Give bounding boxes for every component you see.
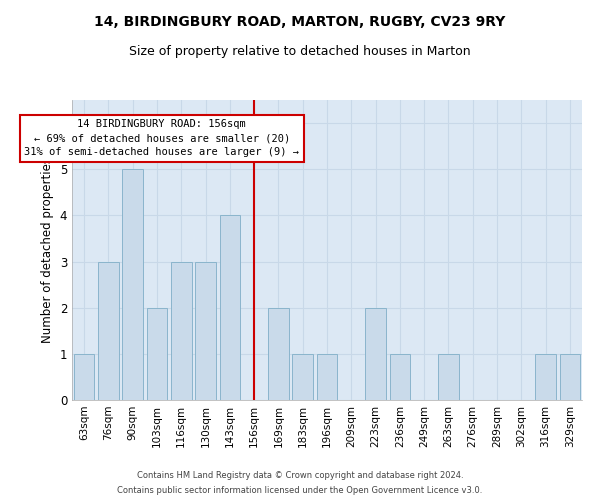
Text: Size of property relative to detached houses in Marton: Size of property relative to detached ho… <box>129 45 471 58</box>
Bar <box>438 354 459 400</box>
Bar <box>389 354 410 400</box>
Text: Contains public sector information licensed under the Open Government Licence v3: Contains public sector information licen… <box>118 486 482 495</box>
Bar <box>535 354 556 400</box>
Bar <box>268 308 289 400</box>
Bar <box>220 216 240 400</box>
Bar <box>292 354 313 400</box>
Bar <box>146 308 167 400</box>
Bar <box>560 354 580 400</box>
Bar <box>98 262 119 400</box>
Y-axis label: Number of detached properties: Number of detached properties <box>41 157 54 343</box>
Bar <box>365 308 386 400</box>
Bar <box>171 262 191 400</box>
Text: 14, BIRDINGBURY ROAD, MARTON, RUGBY, CV23 9RY: 14, BIRDINGBURY ROAD, MARTON, RUGBY, CV2… <box>94 15 506 29</box>
Text: Contains HM Land Registry data © Crown copyright and database right 2024.: Contains HM Land Registry data © Crown c… <box>137 471 463 480</box>
Bar <box>317 354 337 400</box>
Text: 14 BIRDINGBURY ROAD: 156sqm
← 69% of detached houses are smaller (20)
31% of sem: 14 BIRDINGBURY ROAD: 156sqm ← 69% of det… <box>25 120 299 158</box>
Bar <box>122 169 143 400</box>
Bar <box>74 354 94 400</box>
Bar <box>195 262 216 400</box>
